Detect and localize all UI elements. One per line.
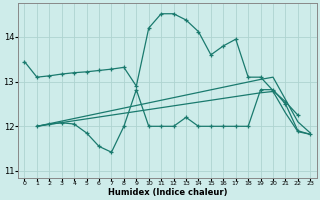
X-axis label: Humidex (Indice chaleur): Humidex (Indice chaleur) <box>108 188 227 197</box>
